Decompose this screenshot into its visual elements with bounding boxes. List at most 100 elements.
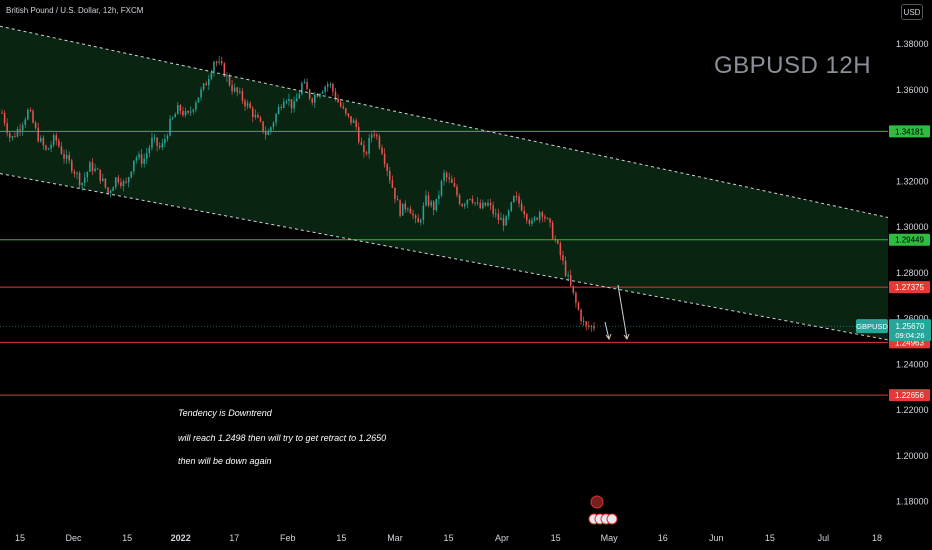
currency-badge[interactable]: USD (901, 4, 923, 20)
candle-body (510, 202, 513, 211)
channel-lower-line[interactable] (0, 173, 889, 341)
candle-body (251, 108, 254, 118)
candle-body (448, 177, 451, 179)
candle-body (445, 172, 448, 178)
levels-layer (0, 130, 888, 396)
time-tick-label: 15 (765, 533, 775, 543)
candle-body (202, 83, 205, 90)
candle-body (378, 136, 381, 148)
candle-body (339, 102, 342, 107)
projection-arrows (604, 284, 630, 341)
candle-body (451, 178, 453, 183)
candle-body (114, 177, 117, 188)
candle-body (350, 116, 352, 123)
candle-body (471, 198, 474, 203)
candle-body (148, 147, 151, 154)
candle-body (551, 222, 554, 239)
candle-body (231, 85, 233, 92)
candle-body (283, 101, 285, 108)
annotation-line-2: will reach 1.2498 then will try to get r… (178, 433, 387, 443)
candle-body (580, 309, 582, 321)
candle-body (422, 205, 425, 220)
candle-body (391, 180, 394, 188)
candle-body (523, 210, 525, 215)
economic-events-icon[interactable] (588, 494, 618, 528)
candle-body (443, 172, 445, 181)
candle-body (11, 136, 14, 138)
candle-body (334, 91, 337, 100)
time-axis[interactable]: 15 Dec 15 2022 17 Feb 15 Mar 15 Apr 15 May 16 Jun 15 Ju… (15, 533, 882, 543)
candle-body (182, 110, 184, 116)
candle-body (383, 153, 386, 165)
price-tick-label: 1.30000 (896, 222, 929, 232)
candle-body (285, 101, 288, 103)
candle-body (420, 219, 422, 223)
candle-body (505, 216, 507, 226)
candle-body (352, 120, 355, 123)
price-tick-label: 1.28000 (896, 268, 929, 278)
candle-body (389, 170, 391, 181)
candle-body (533, 217, 536, 221)
time-tick-label: 16 (658, 533, 668, 543)
candle-body (461, 203, 463, 207)
candle-body (45, 145, 47, 150)
candle-body (593, 325, 595, 329)
candle-body (29, 109, 32, 111)
candle-body (515, 196, 518, 198)
candle-body (58, 140, 60, 147)
candle-body (572, 285, 575, 293)
candle-body (143, 158, 145, 164)
candle-body (538, 212, 541, 220)
candle-body (94, 168, 96, 172)
candle-body (337, 99, 339, 103)
candle-body (241, 91, 244, 101)
candle-body (14, 136, 16, 138)
candle-body (370, 134, 373, 139)
channel-upper-line[interactable] (0, 25, 889, 218)
candle-body (360, 141, 363, 145)
candle-body (417, 218, 419, 223)
candle-body (497, 213, 500, 220)
candle-body (91, 162, 94, 172)
candle-body (239, 91, 241, 93)
candle-body (73, 171, 76, 174)
candle-body (474, 202, 476, 204)
candle-body (427, 195, 430, 206)
candle-body (40, 137, 42, 142)
price-axis[interactable]: 1.38000 1.36000 1.32000 1.30000 1.28000 1.260… (896, 39, 929, 507)
candle-body (71, 160, 73, 172)
candle-body (562, 255, 564, 261)
candle-body (195, 102, 197, 110)
time-tick-label: May (601, 533, 619, 543)
candle-body (569, 275, 572, 286)
candle-body (215, 61, 218, 63)
level-price-labels: 1.34181 1.29449 1.27375 1.24963 1.22656 (889, 125, 930, 402)
candle-body (89, 162, 91, 172)
candle-body (345, 108, 347, 114)
candle-body (226, 75, 228, 77)
candle-body (171, 117, 174, 119)
candle-body (135, 157, 138, 161)
candle-body (249, 103, 251, 109)
candle-body (412, 213, 414, 216)
candle-body (37, 127, 39, 142)
candle-body (169, 118, 171, 136)
candle-body (218, 61, 220, 63)
candle-body (236, 87, 239, 93)
candle-body (55, 135, 58, 141)
price-tick-label: 1.20000 (896, 451, 929, 461)
candle-body (484, 202, 487, 206)
candle-body (68, 154, 70, 161)
candle-body (177, 105, 179, 115)
candle-body (174, 114, 176, 118)
candle-body (482, 202, 484, 209)
price-tick-label: 1.38000 (896, 39, 929, 49)
candle-body (24, 119, 27, 125)
candle-body (151, 137, 153, 148)
level-price-text: 1.34181 (895, 127, 924, 136)
candle-body (487, 202, 489, 206)
annotation-line-3: then will be down again (178, 456, 272, 466)
candle-body (546, 218, 549, 220)
